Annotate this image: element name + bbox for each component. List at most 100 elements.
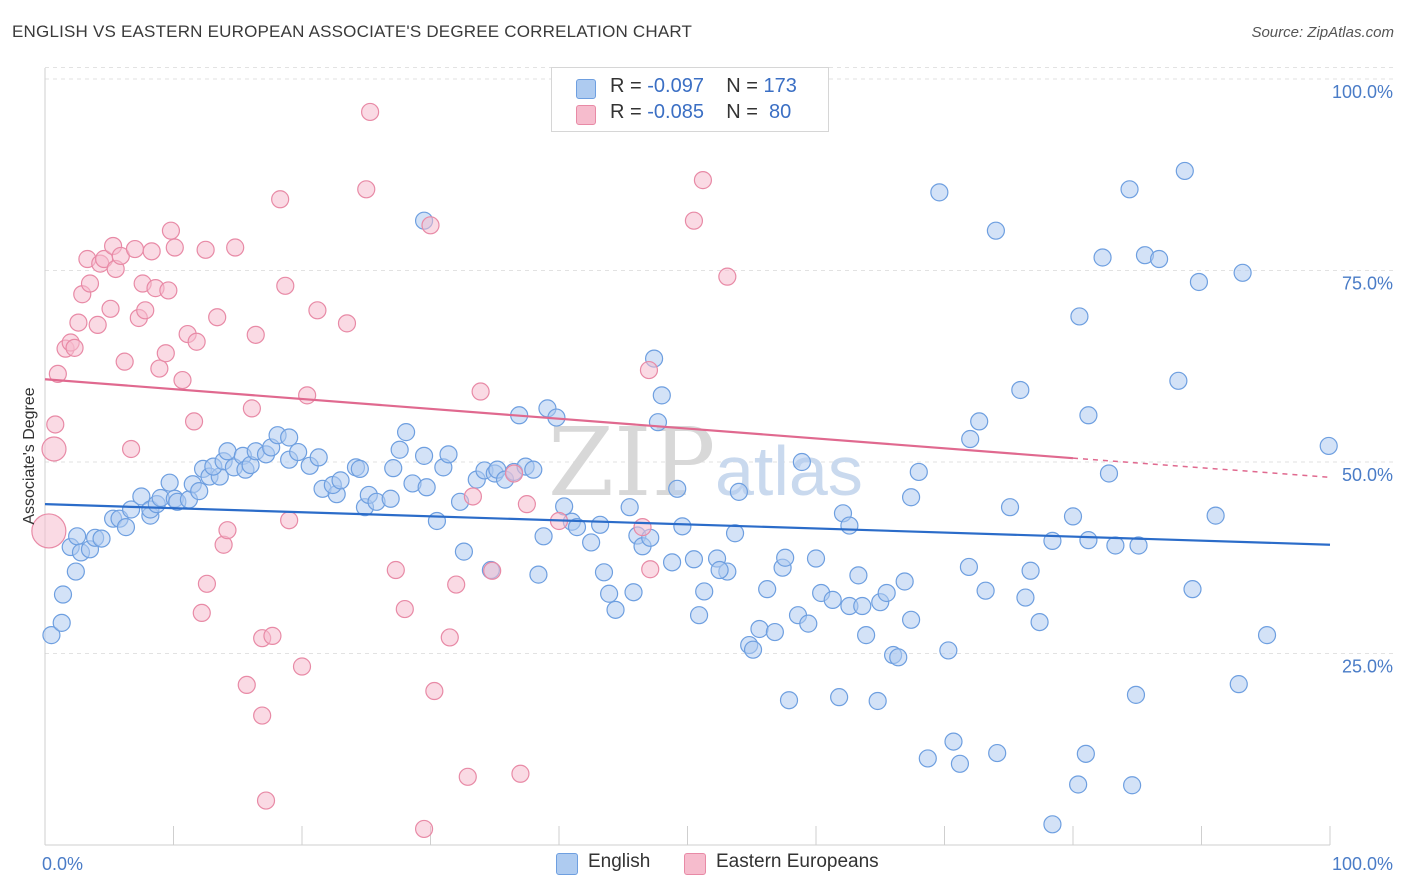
x-tick-label: 0.0%: [42, 854, 83, 874]
data-point-english: [384, 459, 403, 478]
data-point-english: [961, 429, 980, 449]
data-point-english: [1189, 272, 1209, 292]
data-point-eastern: [218, 521, 237, 540]
data-point-english: [889, 648, 908, 667]
data-point-eastern: [693, 171, 713, 190]
data-point-english: [662, 553, 682, 572]
data-point-english: [529, 565, 548, 584]
data-point-eastern: [421, 216, 440, 235]
data-point-eastern: [440, 628, 459, 647]
data-point-eastern: [237, 675, 256, 695]
data-point-eastern: [447, 575, 466, 594]
data-point-english: [689, 606, 709, 625]
data-point-eastern: [41, 436, 67, 462]
data-point-english: [1123, 776, 1142, 795]
y-tick-label: 25.0%: [1342, 657, 1393, 677]
data-point-english: [427, 511, 447, 531]
data-point-eastern: [414, 819, 434, 839]
legend-swatch-english: [576, 79, 596, 99]
data-point-english: [1079, 531, 1098, 550]
data-point-eastern: [242, 399, 261, 418]
data-point-eastern: [80, 274, 100, 293]
data-point-eastern: [504, 464, 524, 483]
data-point-english: [190, 482, 209, 501]
data-point-english: [66, 562, 85, 581]
data-point-english: [765, 622, 784, 642]
y-tick-label: 75.0%: [1342, 274, 1393, 294]
data-point-eastern: [88, 315, 107, 334]
data-point-english: [600, 584, 619, 603]
data-point-eastern: [208, 308, 227, 327]
data-point-eastern: [150, 359, 169, 378]
data-point-english: [970, 412, 989, 431]
legend-r-value: -0.097: [647, 75, 704, 97]
data-point-english: [868, 691, 887, 711]
trend-lines: [44, 378, 1331, 546]
data-point-eastern: [276, 276, 295, 295]
data-point-eastern: [463, 487, 483, 506]
data-point-eastern: [639, 360, 659, 380]
data-point-english: [939, 641, 958, 660]
data-point-eastern: [161, 221, 181, 240]
data-point-eastern: [511, 764, 530, 783]
data-point-english: [779, 691, 799, 710]
data-point-english: [1021, 561, 1040, 580]
legend-label-eastern: Eastern Europeans: [716, 851, 879, 872]
data-point-eastern: [165, 238, 184, 257]
data-point-eastern: [226, 238, 245, 257]
data-point-eastern: [197, 574, 217, 593]
data-point-english: [1229, 675, 1248, 694]
data-point-english: [930, 183, 949, 202]
data-point-eastern: [184, 412, 204, 431]
series-english: [42, 161, 1338, 834]
tick-labels: 100.0% 75.0% 50.0% 25.0% 0.0% 100.0%: [42, 82, 1393, 874]
data-point-english: [1069, 775, 1088, 794]
data-point-eastern: [121, 439, 141, 459]
data-point-eastern: [308, 301, 327, 320]
data-point-eastern: [292, 657, 312, 676]
data-point-eastern: [718, 267, 737, 286]
data-point-english: [439, 445, 458, 464]
data-point-eastern: [136, 301, 155, 320]
data-point-english: [1016, 588, 1035, 607]
data-point-english: [806, 549, 826, 568]
legend-n-value: 173: [763, 75, 797, 97]
data-point-eastern: [280, 511, 299, 530]
data-point-english: [830, 688, 849, 707]
data-point-eastern: [142, 242, 161, 261]
data-point-english: [620, 498, 639, 517]
data-point-english: [132, 487, 151, 506]
data-point-eastern: [517, 495, 536, 514]
data-point-english: [606, 600, 625, 619]
chart-title: ENGLISH VS EASTERN EUROPEAN ASSOCIATE'S …: [12, 22, 693, 41]
data-point-english: [950, 754, 970, 773]
legend-r-label: R =: [610, 101, 648, 123]
data-point-english: [857, 626, 876, 645]
data-point-english: [959, 557, 979, 577]
data-point-english: [1149, 249, 1169, 269]
data-point-english: [710, 560, 729, 580]
data-point-english: [591, 515, 610, 534]
x-tick-label: 100.0%: [1332, 854, 1393, 874]
data-point-english: [1257, 626, 1277, 645]
data-point-english: [309, 448, 328, 467]
data-point-english: [280, 428, 299, 447]
data-point-english: [729, 482, 749, 501]
series-eastern-europeans: [31, 71, 741, 839]
data-point-english: [1076, 744, 1095, 763]
data-point-english: [92, 529, 111, 548]
data-point-eastern: [156, 344, 175, 363]
data-point-english: [673, 517, 692, 536]
data-point-english: [986, 221, 1006, 240]
data-point-english: [695, 582, 714, 601]
data-point-english: [648, 413, 668, 432]
data-point-eastern: [684, 211, 704, 230]
data-point-english: [1070, 307, 1089, 326]
data-point-english: [1093, 248, 1112, 267]
data-point-english: [1043, 815, 1062, 834]
data-point-eastern: [425, 681, 444, 701]
trend-line-eastern-projection: [1072, 457, 1331, 479]
data-point-english: [1319, 436, 1338, 456]
data-point-eastern: [263, 626, 282, 645]
data-point-english: [396, 423, 416, 442]
